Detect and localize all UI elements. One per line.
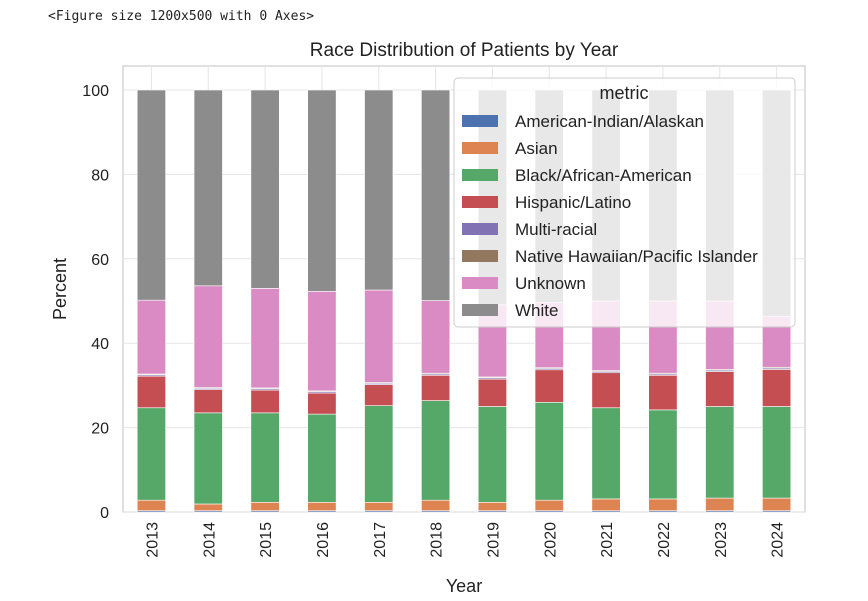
bar-segment <box>648 374 678 411</box>
bar-segment <box>762 497 792 512</box>
legend: metric American-Indian/Alaskan Asian Black… <box>453 77 796 328</box>
bar-segment <box>193 503 223 512</box>
y-tick-label: 40 <box>91 336 109 353</box>
bar-segment <box>421 499 451 512</box>
legend-swatch <box>462 250 498 262</box>
bar-segment <box>364 289 394 383</box>
legend-box <box>453 77 796 328</box>
bar-segment <box>364 405 394 503</box>
bar-segment <box>421 300 451 374</box>
x-tick-label: 2021 <box>599 522 616 558</box>
bar-segment <box>193 412 223 505</box>
figure-size-note: <Figure size 1200x500 with 0 Axes> <box>48 9 315 24</box>
legend-label: Hispanic/Latino <box>515 193 631 212</box>
bar-segment <box>193 285 223 388</box>
bar-segment <box>136 375 166 409</box>
y-tick-label: 20 <box>91 421 109 438</box>
bar-segment <box>421 400 451 501</box>
x-tick-label: 2018 <box>429 522 446 558</box>
bar-segment <box>421 374 451 401</box>
bar-segment <box>136 499 166 512</box>
bar-segment <box>136 299 166 375</box>
bar-segment <box>591 372 621 409</box>
legend-swatch <box>462 142 498 154</box>
bar-segment <box>307 290 337 392</box>
bar-segment <box>193 89 223 287</box>
legend-swatch <box>462 304 498 316</box>
y-axis-label: Percent <box>50 258 70 320</box>
legend-label: White <box>515 301 558 320</box>
bar-segment <box>477 501 507 512</box>
chart-title: Race Distribution of Patients by Year <box>310 40 619 61</box>
legend-label: Multi-racial <box>515 220 597 239</box>
x-tick-label: 2015 <box>258 522 275 558</box>
legend-items: American-Indian/Alaskan Asian Black/Africa… <box>462 112 758 320</box>
x-tick-label: 2013 <box>144 522 161 558</box>
bar-segment <box>705 497 735 512</box>
legend-label: Native Hawaiian/Pacific Islander <box>515 247 758 266</box>
bar-segment <box>307 501 337 512</box>
bar-segment <box>705 406 735 499</box>
bar-segment <box>364 89 394 291</box>
bar-segment <box>307 413 337 503</box>
x-tick-label: 2022 <box>656 522 673 558</box>
x-tick-label: 2020 <box>542 522 559 558</box>
bar-segment <box>364 501 394 512</box>
bar-segment <box>591 407 621 500</box>
x-tick-label: 2017 <box>372 522 389 558</box>
bar-segment <box>534 401 564 501</box>
bar-segment <box>307 89 337 292</box>
legend-label: Black/African-American <box>515 166 692 185</box>
bar-segment <box>762 369 792 407</box>
legend-label: Asian <box>515 139 558 158</box>
bar-segment <box>250 89 280 289</box>
bar-segment <box>193 389 223 414</box>
legend-swatch <box>462 223 498 235</box>
x-tick-label: 2016 <box>315 522 332 558</box>
x-tick-label: 2023 <box>713 522 730 558</box>
bar-segment <box>477 406 507 503</box>
bar-segment <box>136 407 166 501</box>
y-axis-ticks: 0 20 40 60 80 100 <box>82 83 109 522</box>
bar-segment <box>307 392 337 415</box>
bar-segment <box>250 389 280 414</box>
legend-swatch <box>462 169 498 181</box>
bar-segment <box>250 412 280 503</box>
bar-segment <box>364 384 394 406</box>
legend-swatch <box>462 196 498 208</box>
bar-segment <box>477 378 507 407</box>
legend-title: metric <box>600 83 649 103</box>
y-tick-label: 60 <box>91 252 109 269</box>
legend-swatch <box>462 277 498 289</box>
y-tick-label: 100 <box>82 83 109 100</box>
bar-segment <box>421 89 451 301</box>
bar-segment <box>648 409 678 500</box>
x-tick-label: 2014 <box>201 522 218 558</box>
bar-segment <box>534 369 564 403</box>
bar-segment <box>762 406 792 499</box>
legend-label: Unknown <box>515 274 586 293</box>
x-axis-label: Year <box>446 576 482 596</box>
bar-segment <box>591 498 621 512</box>
x-tick-label: 2019 <box>485 522 502 558</box>
bar-segment <box>136 89 166 301</box>
bar-segment <box>250 288 280 389</box>
y-tick-label: 80 <box>91 167 109 184</box>
legend-label: American-Indian/Alaskan <box>515 112 704 131</box>
legend-swatch <box>462 115 498 127</box>
bar-segment <box>705 371 735 407</box>
bar-segment <box>648 498 678 512</box>
y-tick-label: 0 <box>100 505 109 522</box>
x-tick-label: 2024 <box>770 522 787 558</box>
bar-segment <box>250 501 280 512</box>
x-axis-ticks: 2013 2014 2015 2016 2017 2018 2019 2020 2021 2022… <box>144 522 786 558</box>
bar-segment <box>534 499 564 512</box>
